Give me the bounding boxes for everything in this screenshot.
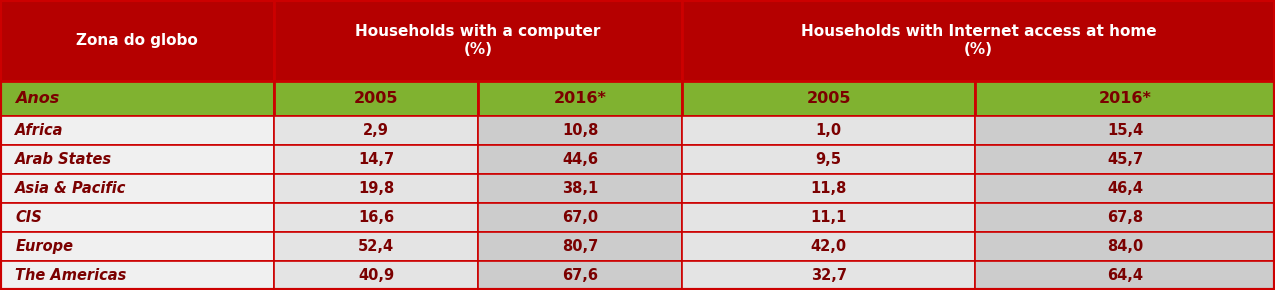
Bar [975, 261, 1275, 290]
Bar [682, 261, 975, 290]
Text: Arab States: Arab States [15, 152, 112, 167]
Bar [975, 145, 1275, 174]
Text: CIS: CIS [15, 210, 42, 225]
Text: Africa: Africa [15, 123, 64, 138]
Text: 11,8: 11,8 [811, 181, 847, 196]
Text: 2,9: 2,9 [363, 123, 389, 138]
Bar [682, 174, 975, 203]
Bar [682, 145, 975, 174]
Bar [682, 203, 975, 232]
Text: The Americas: The Americas [15, 268, 126, 283]
Bar [0, 261, 274, 290]
Text: 15,4: 15,4 [1107, 123, 1144, 138]
Bar [274, 261, 478, 290]
Bar [478, 203, 682, 232]
Text: 10,8: 10,8 [562, 123, 598, 138]
Bar [478, 145, 682, 174]
Text: 46,4: 46,4 [1107, 181, 1144, 196]
Text: Anos: Anos [15, 91, 60, 106]
Bar [682, 81, 975, 116]
Bar [274, 174, 478, 203]
Text: Europe: Europe [15, 239, 73, 254]
Bar [274, 0, 682, 81]
Bar [975, 116, 1275, 145]
Bar [274, 81, 478, 116]
Text: 84,0: 84,0 [1107, 239, 1144, 254]
Bar [0, 174, 274, 203]
Text: 42,0: 42,0 [811, 239, 847, 254]
Bar [478, 116, 682, 145]
Text: 45,7: 45,7 [1107, 152, 1144, 167]
Bar [0, 0, 274, 81]
Bar [975, 232, 1275, 261]
Text: 2016*: 2016* [553, 91, 607, 106]
Bar [975, 81, 1275, 116]
Text: 32,7: 32,7 [811, 268, 847, 283]
Bar [274, 116, 478, 145]
Bar [0, 232, 274, 261]
Bar [682, 232, 975, 261]
Text: 2005: 2005 [354, 91, 398, 106]
Bar [975, 203, 1275, 232]
Bar [274, 203, 478, 232]
Bar [478, 81, 682, 116]
Bar [274, 145, 478, 174]
Bar [478, 174, 682, 203]
Text: 11,1: 11,1 [811, 210, 847, 225]
Text: 16,6: 16,6 [358, 210, 394, 225]
Bar [0, 81, 274, 116]
Bar [0, 116, 274, 145]
Text: 80,7: 80,7 [562, 239, 598, 254]
Bar [682, 116, 975, 145]
Text: Asia & Pacific: Asia & Pacific [15, 181, 126, 196]
Text: 44,6: 44,6 [562, 152, 598, 167]
Text: 9,5: 9,5 [816, 152, 842, 167]
Text: 2005: 2005 [807, 91, 850, 106]
Text: 67,0: 67,0 [562, 210, 598, 225]
Text: 40,9: 40,9 [358, 268, 394, 283]
Text: 67,8: 67,8 [1107, 210, 1144, 225]
Text: 52,4: 52,4 [358, 239, 394, 254]
Text: 19,8: 19,8 [358, 181, 394, 196]
Text: Households with a computer
(%): Households with a computer (%) [356, 24, 601, 57]
Bar [0, 145, 274, 174]
Text: 1,0: 1,0 [816, 123, 842, 138]
Text: 64,4: 64,4 [1107, 268, 1144, 283]
Bar [975, 174, 1275, 203]
Bar [478, 261, 682, 290]
Bar [274, 232, 478, 261]
Bar [478, 232, 682, 261]
Text: 38,1: 38,1 [562, 181, 598, 196]
Text: 14,7: 14,7 [358, 152, 394, 167]
Bar [682, 0, 1275, 81]
Text: Zona do globo: Zona do globo [76, 33, 198, 48]
Text: Households with Internet access at home
(%): Households with Internet access at home … [801, 24, 1156, 57]
Text: 67,6: 67,6 [562, 268, 598, 283]
Text: 2016*: 2016* [1099, 91, 1151, 106]
Bar [0, 203, 274, 232]
